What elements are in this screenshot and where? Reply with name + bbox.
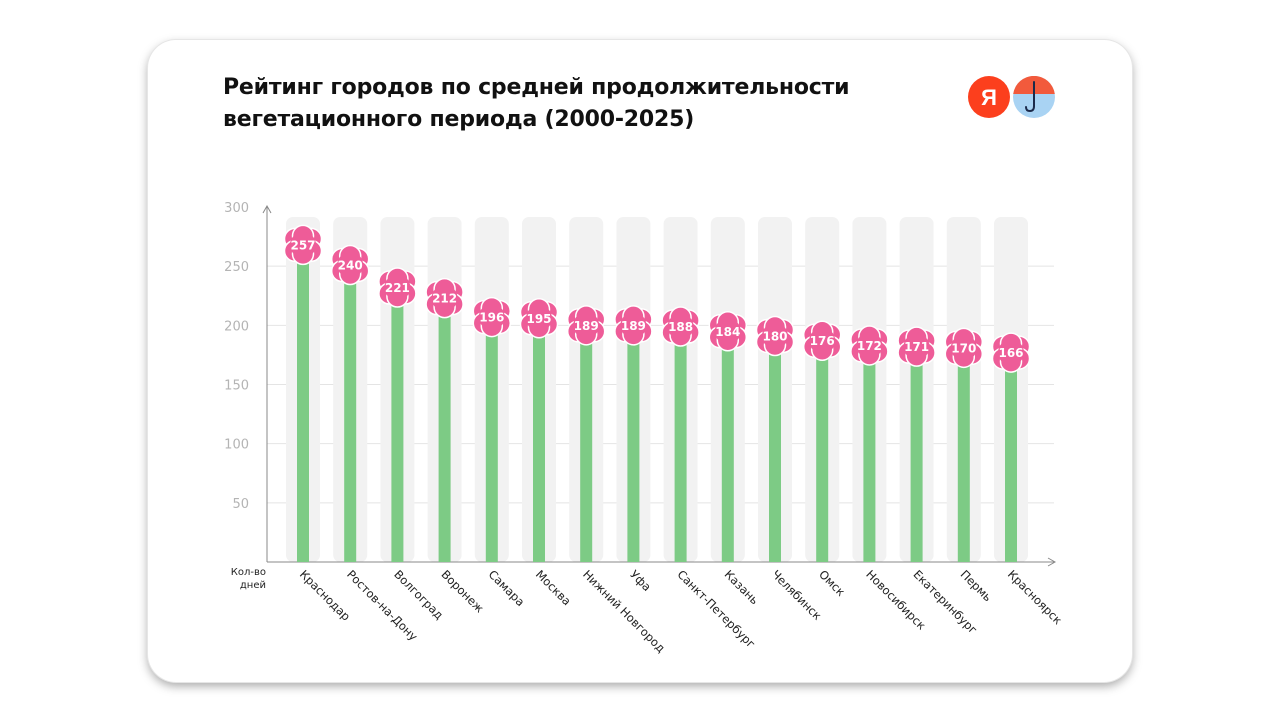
- chart-title-line-2: вегетационного периода (2000-2025): [223, 107, 695, 132]
- bar: [863, 358, 876, 562]
- y-tick-label: 100: [224, 438, 249, 453]
- yandex-logo-letter: Я: [981, 85, 997, 110]
- bar: [769, 349, 781, 562]
- bar-value-label: 170: [951, 341, 976, 355]
- bar-value-label: 221: [385, 281, 410, 295]
- chart-title: Рейтинг городов по средней продолжительн…: [223, 72, 923, 136]
- y-tick-label: 150: [224, 379, 249, 394]
- x-category-label: Челябинск: [769, 567, 825, 623]
- bar: [580, 338, 593, 562]
- x-category-label: Казань: [722, 567, 762, 607]
- x-category-label: Пермь: [958, 567, 995, 604]
- value-flower-marker: 196: [472, 296, 512, 338]
- value-flower-marker: 221: [378, 267, 417, 308]
- bar: [297, 257, 309, 562]
- bar: [721, 344, 734, 562]
- bar-value-label: 171: [904, 340, 929, 354]
- value-flower-marker: 180: [755, 315, 795, 357]
- y-tick-label: 300: [224, 201, 249, 216]
- value-flower-marker: 188: [661, 306, 700, 347]
- value-flower-marker: 171: [897, 326, 936, 367]
- x-category-label: Нижний Новгород: [580, 567, 668, 655]
- y-tick-label: 250: [224, 260, 249, 275]
- bar-value-label: 240: [338, 259, 363, 273]
- y-axis-arrow-icon: [262, 204, 272, 214]
- y-axis-unit-line-1: Кол-во: [231, 567, 266, 578]
- value-flower-marker: 172: [850, 325, 889, 366]
- value-flower-marker: 195: [519, 298, 559, 339]
- bar-value-label: 212: [432, 292, 457, 306]
- x-category-label: Санкт-Петербург: [674, 567, 758, 651]
- brand-logos: Я: [968, 76, 1055, 118]
- chart-title-line-1: Рейтинг городов по средней продолжительн…: [223, 75, 850, 100]
- bar-value-label: 196: [479, 311, 504, 325]
- bar: [1005, 365, 1017, 562]
- value-flower-marker: 170: [944, 327, 984, 369]
- bar-value-label: 189: [621, 319, 646, 333]
- x-category-label: Воронеж: [438, 567, 486, 615]
- y-tick-label: 200: [224, 319, 249, 334]
- bar: [485, 330, 498, 562]
- bar: [957, 360, 970, 562]
- x-category-label: Самара: [486, 567, 528, 609]
- bar: [344, 278, 357, 562]
- bar: [816, 353, 829, 562]
- yandex-logo-icon: Я: [968, 76, 1010, 118]
- bar: [533, 331, 545, 562]
- bar: [674, 339, 687, 562]
- bar-value-label: 257: [290, 238, 315, 252]
- bar-value-label: 189: [574, 319, 599, 333]
- value-flower-marker: 189: [614, 305, 653, 346]
- x-category-label: Омск: [816, 567, 848, 599]
- bar-value-label: 188: [668, 320, 693, 334]
- bar: [438, 311, 451, 562]
- value-flower-marker: 189: [566, 305, 606, 346]
- bar-value-label: 184: [715, 325, 740, 339]
- value-flower-marker: 166: [991, 332, 1031, 373]
- y-axis-unit-line-2: дней: [240, 580, 266, 591]
- bar-value-label: 172: [857, 339, 882, 353]
- bar: [627, 338, 640, 562]
- value-flower-marker: 176: [802, 320, 842, 361]
- x-axis-arrow-icon: [1047, 557, 1057, 567]
- bar-value-label: 195: [526, 312, 551, 326]
- umbrella-weather-icon: [1013, 76, 1055, 118]
- value-flower-marker: 240: [330, 244, 370, 286]
- value-flower-marker: 184: [708, 311, 748, 352]
- bar-value-label: 166: [998, 346, 1023, 360]
- bar-value-label: 180: [762, 330, 787, 344]
- bar: [391, 300, 404, 562]
- value-flower-marker: 257: [283, 224, 323, 266]
- x-category-label: Красноярск: [1005, 567, 1065, 627]
- x-category-label: Москва: [533, 567, 574, 608]
- bar-value-label: 176: [810, 334, 835, 348]
- x-category-label: Уфа: [627, 567, 654, 594]
- bar: [910, 359, 923, 562]
- y-tick-label: 50: [232, 497, 249, 512]
- value-flower-marker: 212: [425, 277, 464, 319]
